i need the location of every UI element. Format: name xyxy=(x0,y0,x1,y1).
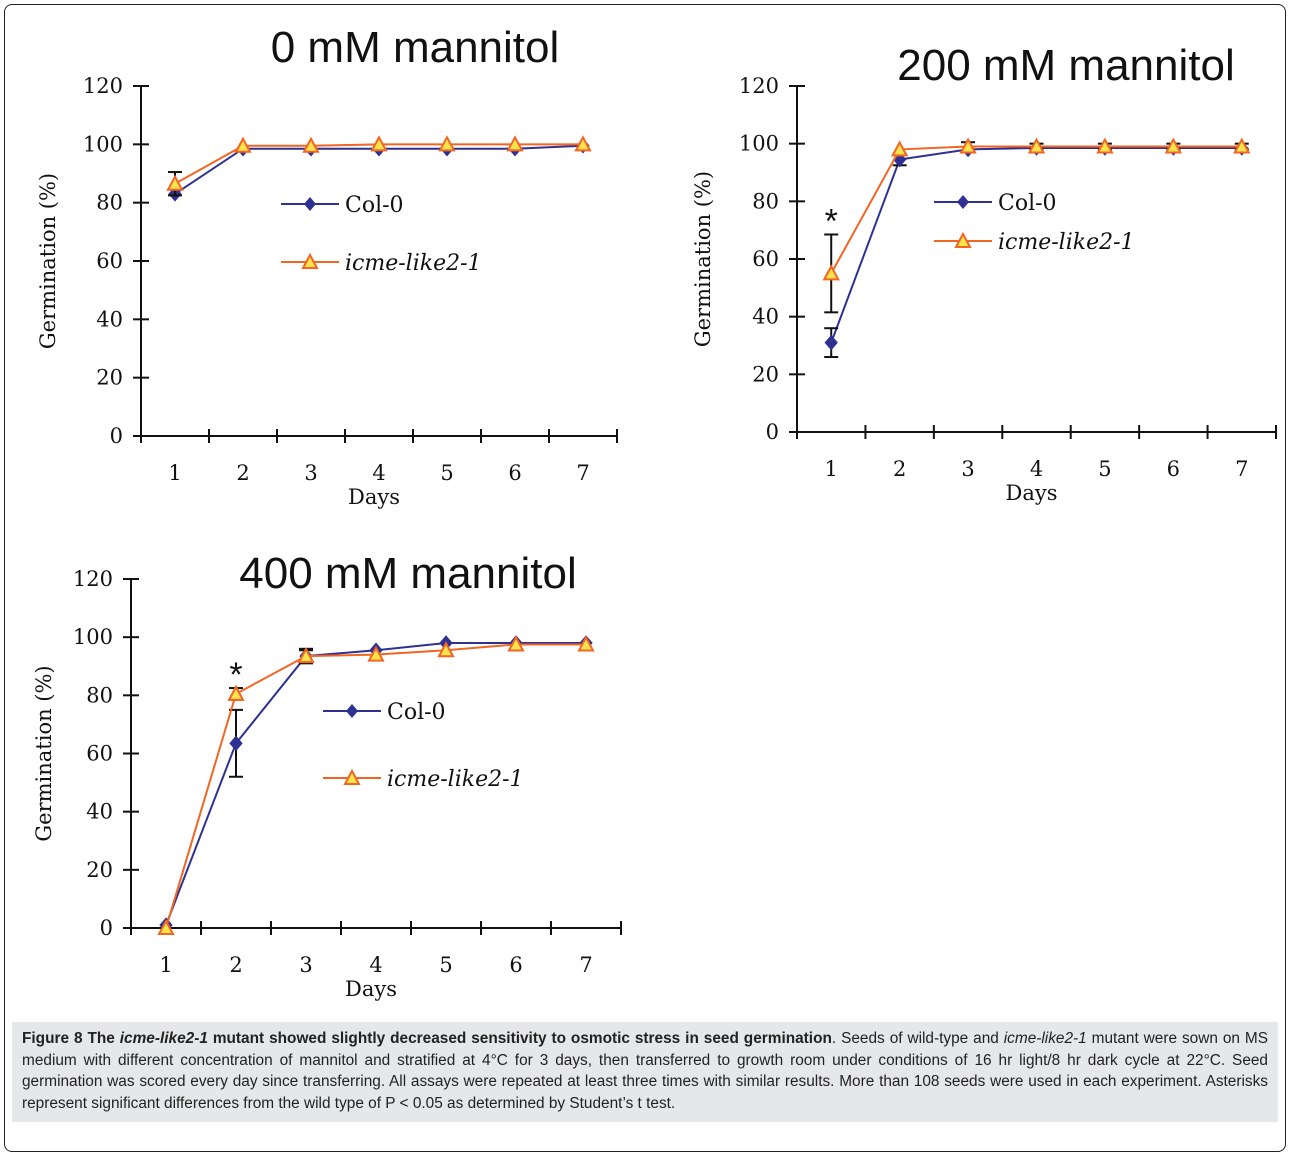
y-tick-label: 40 xyxy=(96,307,123,331)
data-point-icme-like2-1 xyxy=(574,135,592,152)
chart-title: 200 mM mannitol xyxy=(897,41,1234,90)
x-tick-label: 2 xyxy=(236,461,249,485)
data-point-icme-like2-1 xyxy=(959,137,977,154)
x-tick-label: 7 xyxy=(576,461,589,485)
y-axis-label: Germination (%) xyxy=(691,171,715,347)
data-point-icme-like2-1 xyxy=(367,645,385,662)
figure-caption: Figure 8 The icme-like2-1 mutant showed … xyxy=(12,1022,1278,1122)
data-point-icme-like2-1 xyxy=(1096,137,1114,154)
y-tick-label: 120 xyxy=(73,567,113,591)
x-tick-label: 3 xyxy=(299,953,312,977)
legend-marker xyxy=(301,252,319,269)
data-point-icme-like2-1 xyxy=(1164,137,1183,154)
legend-label: Col-0 xyxy=(345,193,404,218)
x-tick-label: 5 xyxy=(1098,457,1111,481)
data-point-icme-like2-1 xyxy=(437,641,455,658)
data-point-icme-like2-1 xyxy=(506,135,524,152)
y-tick-label: 120 xyxy=(83,74,123,98)
data-point-icme-like2-1 xyxy=(297,646,315,664)
y-tick-label: 20 xyxy=(752,362,779,386)
y-tick-label: 100 xyxy=(83,132,123,156)
x-axis-label: Days xyxy=(348,485,400,509)
x-tick-label: 1 xyxy=(168,461,181,485)
chart-3: 400 mM mannitol 0 20 40 60 80 100 120 1 2 3 4 5 6 7 Day… xyxy=(32,549,622,1001)
legend-marker xyxy=(304,197,316,211)
legend-label: icme-like2-1 xyxy=(345,251,482,276)
y-tick-label: 80 xyxy=(86,683,113,707)
legend-marker xyxy=(346,704,358,718)
y-axis-label: Germination (%) xyxy=(36,173,60,349)
x-tick-label: 6 xyxy=(509,953,522,977)
data-point-icme-like2-1 xyxy=(234,136,252,153)
chart-title: 0 mM mannitol xyxy=(271,23,560,72)
x-tick-label: 4 xyxy=(372,461,385,485)
y-tick-label: 80 xyxy=(96,191,123,215)
x-tick-label: 2 xyxy=(229,953,242,977)
x-tick-label: 3 xyxy=(304,461,317,485)
x-tick-label: 1 xyxy=(159,953,172,977)
figure-frame xyxy=(4,4,1286,1152)
data-point-icme-like2-1 xyxy=(438,135,456,152)
legend-label: Col-0 xyxy=(998,191,1057,216)
x-tick-label: 5 xyxy=(439,953,452,977)
data-point-icme-like2-1 xyxy=(577,635,595,652)
y-tick-label: 0 xyxy=(766,420,779,444)
data-point-icme-like2-1 xyxy=(166,174,184,191)
y-tick-label: 0 xyxy=(100,916,113,940)
y-tick-label: 40 xyxy=(752,305,779,329)
data-point-icme-like2-1 xyxy=(507,635,525,652)
x-tick-label: 3 xyxy=(961,457,974,481)
significance-asterisk: * xyxy=(825,202,838,240)
chart-title: 400 mM mannitol xyxy=(239,549,576,598)
x-tick-label: 6 xyxy=(1167,457,1180,481)
data-point-Col-0 xyxy=(229,735,243,752)
y-tick-label: 80 xyxy=(752,189,779,213)
data-point-icme-like2-1 xyxy=(1027,137,1046,154)
chart-1: 0 mM mannitol 0 20 40 60 80 100 120 1 2 3 4 5 6 7 Days G… xyxy=(36,23,618,509)
data-point-icme-like2-1 xyxy=(302,136,320,153)
legend-label: Col-0 xyxy=(387,700,446,725)
y-tick-label: 20 xyxy=(86,858,113,882)
x-tick-label: 4 xyxy=(1030,457,1043,481)
x-axis-label: Days xyxy=(1006,481,1058,505)
significance-asterisk: * xyxy=(229,656,242,694)
data-point-icme-like2-1 xyxy=(157,918,175,935)
data-point-icme-like2-1 xyxy=(227,684,245,701)
legend-marker xyxy=(957,195,969,209)
legend-label: icme-like2-1 xyxy=(998,230,1135,255)
x-tick-label: 7 xyxy=(579,953,592,977)
x-tick-label: 2 xyxy=(893,457,906,481)
x-tick-label: 4 xyxy=(369,953,382,977)
data-point-icme-like2-1 xyxy=(1233,137,1251,154)
x-tick-label: 5 xyxy=(440,461,453,485)
y-tick-label: 100 xyxy=(73,625,113,649)
y-axis-label: Germination (%) xyxy=(32,665,56,841)
y-tick-label: 20 xyxy=(96,366,123,390)
caption-title: Figure 8 The icme-like2-1 mutant showed … xyxy=(22,1030,832,1047)
legend-marker xyxy=(343,768,361,785)
data-point-icme-like2-1 xyxy=(890,140,909,157)
chart-2: 200 mM mannitol 0 20 40 60 80 100 120 1 2 3 4 5 6 7 Day… xyxy=(691,41,1277,505)
data-point-Col-0 xyxy=(824,334,838,351)
y-tick-label: 40 xyxy=(86,800,113,824)
x-tick-label: 1 xyxy=(825,457,838,481)
legend-marker xyxy=(954,231,972,248)
y-tick-label: 60 xyxy=(752,247,779,271)
legend-label: icme-like2-1 xyxy=(387,767,524,792)
x-axis-label: Days xyxy=(345,977,397,1001)
y-tick-label: 60 xyxy=(96,249,123,273)
x-tick-label: 6 xyxy=(508,461,521,485)
data-point-icme-like2-1 xyxy=(822,264,840,281)
y-tick-label: 100 xyxy=(739,132,779,156)
data-point-icme-like2-1 xyxy=(370,135,388,152)
y-tick-label: 0 xyxy=(110,424,123,448)
y-tick-label: 120 xyxy=(739,74,779,98)
y-tick-label: 60 xyxy=(86,742,113,766)
x-tick-label: 7 xyxy=(1235,457,1248,481)
